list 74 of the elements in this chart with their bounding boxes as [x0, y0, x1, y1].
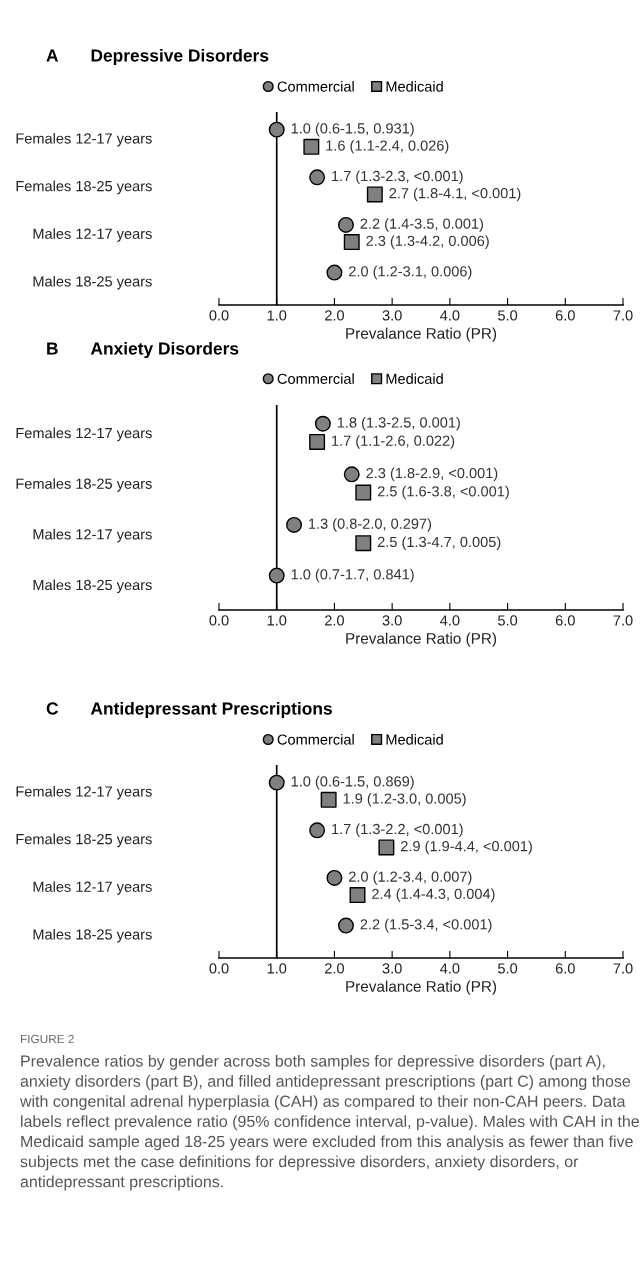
- x-tick-label: 1.0: [267, 963, 287, 974]
- x-tick-label: 7.0: [613, 310, 633, 321]
- data-label: 1.9 (1.2-3.0, 0.005): [343, 792, 466, 807]
- x-tick-label: 6.0: [555, 963, 575, 974]
- legend-label: Commercial: [277, 373, 354, 384]
- y-tick-label: Males 12-17 years: [33, 528, 152, 543]
- x-tick-label: 6.0: [555, 310, 575, 321]
- x-axis-title: Prevalance Ratio (PR): [346, 632, 497, 647]
- data-label: 2.2 (1.4-3.5, 0.001): [360, 218, 483, 232]
- x-tick-label: 3.0: [382, 310, 402, 321]
- legend-label: Medicaid: [386, 373, 443, 384]
- x-tick-label: 0.0: [209, 963, 229, 974]
- x-axis-title: Prevalance Ratio (PR): [346, 980, 497, 995]
- y-tick-label: Males 18-25 years: [33, 275, 152, 290]
- x-tick-label: 3.0: [382, 615, 402, 626]
- x-tick-label: 4.0: [440, 615, 460, 626]
- chart-title: Depressive Disorders: [91, 48, 269, 66]
- legend-label: Medicaid: [386, 733, 443, 745]
- x-tick-label: 1.0: [267, 615, 287, 626]
- text: A: [46, 49, 59, 62]
- x-tick-label: 4.0: [440, 310, 460, 321]
- data-label: 1.3 (0.8-2.0, 0.297): [309, 518, 432, 532]
- data-label: 2.3 (1.3-4.2, 0.006): [366, 235, 489, 249]
- data-label: 1.8 (1.3-2.5, 0.001): [337, 416, 460, 431]
- data-label: 2.0 (1.2-3.1, 0.006): [349, 265, 472, 280]
- data-label: 1.7 (1.1-2.6, 0.022): [332, 435, 455, 449]
- x-axis-title: Prevalance Ratio (PR): [346, 327, 497, 342]
- data-label: 2.5 (1.3-4.7, 0.005): [377, 536, 501, 550]
- x-tick-label: 3.0: [382, 963, 402, 974]
- y-tick-label: Females 18-25 years: [16, 180, 152, 195]
- data-label: 2.9 (1.9-4.4, <0.001): [400, 840, 532, 855]
- x-tick-label: 2.0: [325, 310, 344, 321]
- x-tick-label: 0.0: [209, 310, 229, 321]
- data-label: 2.0 (1.2-3.4, 0.007): [349, 871, 472, 885]
- data-label: 2.5 (1.6-3.8, <0.001): [377, 485, 509, 500]
- data-label: 2.7 (1.8-4.1, <0.001): [389, 187, 521, 202]
- y-tick-label: Females 12-17 years: [16, 785, 152, 800]
- x-tick-label: 7.0: [613, 615, 633, 626]
- y-tick-label: Females 18-25 years: [16, 833, 152, 848]
- data-label: 1.7 (1.3-2.3, <0.001): [332, 170, 463, 185]
- data-label: 1.0 (0.6-1.5, 0.869): [291, 775, 414, 790]
- y-tick-label: Females 12-17 years: [16, 427, 152, 442]
- x-tick-label: 2.0: [325, 963, 344, 974]
- legend-label: Medicaid: [386, 80, 443, 92]
- y-tick-label: Males 18-25 years: [33, 579, 152, 593]
- y-tick-label: Females 18-25 years: [16, 478, 152, 492]
- x-tick-label: 7.0: [613, 963, 633, 974]
- y-tick-label: Females 12-17 years: [16, 132, 152, 147]
- y-tick-label: Males 18-25 years: [33, 928, 152, 943]
- data-label: 2.3 (1.8-2.9, <0.001): [366, 467, 498, 482]
- y-tick-label: Males 12-17 years: [33, 881, 152, 895]
- legend-label: Commercial: [277, 733, 354, 745]
- chart-title: Anxiety Disorders: [90, 341, 239, 359]
- x-tick-label: 4.0: [440, 963, 460, 974]
- legend-label: Commercial: [277, 80, 354, 92]
- text: C: [46, 702, 59, 715]
- x-tick-label: 6.0: [555, 615, 575, 626]
- text: B: [47, 342, 58, 355]
- chart-title: Antidepressant Prescriptions: [90, 701, 332, 719]
- data-label: 2.4 (1.4-4.3, 0.004): [372, 888, 495, 902]
- data-label: 1.0 (0.7-1.7, 0.841): [291, 568, 414, 583]
- caption: FIGURE 2: [20, 1034, 74, 1044]
- x-tick-label: 0.0: [209, 615, 229, 626]
- x-tick-label: 5.0: [498, 615, 518, 626]
- data-label: 1.7 (1.3-2.2, <0.001): [332, 823, 463, 838]
- x-tick-label: 5.0: [498, 310, 518, 321]
- x-tick-label: 2.0: [325, 615, 344, 626]
- text: Prevalence ratios by gender across both samples for depressive disorders (part A), anxiety disorders (part B), and filled antidepressant prescriptions (part C) among those with congenital adrenal hyperplasia (CAH) as compared to their non-CAH peers. Data labels reflect prevalence ratio (95% confidence interval, p-value). Males with CAH in the Medicaid sample aged 18-25 years were excluded from this analysis as fewer than five subjects met the case definitions for depressive disorders, anxiety disorders, or antidepressant prescriptions.: [19, 1055, 639, 1191]
- x-tick-label: 5.0: [498, 963, 518, 974]
- x-tick-label: 1.0: [267, 310, 287, 321]
- data-label: 2.2 (1.5-3.4, <0.001): [360, 918, 492, 933]
- data-label: 1.6 (1.1-2.4, 0.026): [326, 139, 449, 154]
- y-tick-label: Males 12-17 years: [33, 228, 152, 242]
- data-label: 1.0 (0.6-1.5, 0.931): [291, 122, 414, 137]
